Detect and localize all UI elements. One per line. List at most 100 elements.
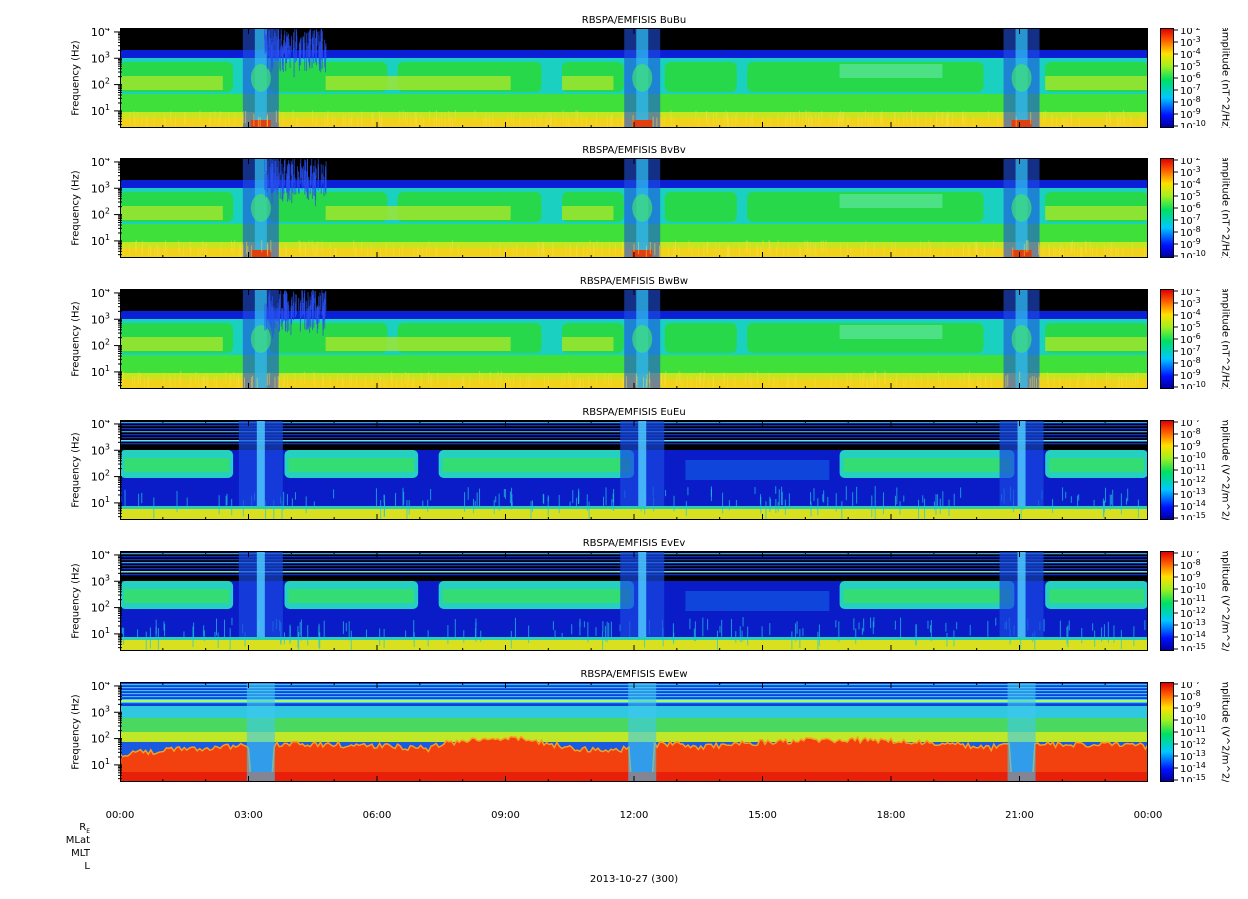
y-axis-label: Frequency (Hz) [66, 551, 86, 651]
y-axis-label-text: Frequency (Hz) [70, 301, 82, 377]
colorbar-label: mplitude (V^2/m^2/I [1216, 551, 1234, 651]
x-tick-label: 21:00 [1005, 810, 1034, 821]
y-axis-label: Frequency (Hz) [66, 289, 86, 389]
ephemeris-label-main: L [84, 861, 90, 872]
y-tick-label: 101 [91, 626, 110, 641]
colorbar [1160, 551, 1174, 651]
panel-title: RBSPA/EMFISIS BuBu [581, 15, 687, 26]
x-tick-label: 15:00 [748, 810, 777, 821]
x-axis: 00:00 03:00 06:00 09:00 12:00 15:00 18:00 21:00… [100, 806, 1180, 826]
y-axis: 101 102 103 104 [84, 28, 122, 128]
panel: RBSPA/EMFISIS BwBw Frequency (Hz) 101 102 10… [0, 275, 1248, 395]
y-axis-label: Frequency (Hz) [66, 682, 86, 782]
y-tick-label: 102 [91, 338, 110, 353]
y-tick-label: 104 [91, 289, 110, 300]
y-axis-label-text: Frequency (Hz) [70, 563, 82, 639]
y-axis-label: Frequency (Hz) [66, 420, 86, 520]
y-tick-label: 101 [91, 757, 110, 772]
colorbar-label-text: amplitude (nT^2/Hz) [1219, 289, 1231, 389]
y-tick-label: 104 [91, 28, 110, 39]
panel-title: RBSPA/EMFISIS EvEv [582, 538, 686, 549]
ephemeris-label: RE [30, 822, 90, 838]
spectrogram [120, 682, 1148, 782]
y-tick-label: 103 [91, 704, 110, 719]
colorbar-label-text: mplitude (V^2/m^2/I [1219, 682, 1231, 782]
colorbar [1160, 28, 1174, 128]
ephemeris-label: L [30, 861, 90, 873]
x-tick-label: 18:00 [877, 810, 906, 821]
panel-title: RBSPA/EMFISIS BwBw [579, 276, 689, 287]
colorbar-label-text: mplitude (V^2/m^2/I [1219, 420, 1231, 520]
spectrogram-image [120, 682, 1148, 782]
x-tick-label: 06:00 [363, 810, 392, 821]
panel-title: RBSPA/EMFISIS BvBv [582, 145, 686, 156]
panel-title: RBSPA/EMFISIS EuEu [582, 407, 686, 418]
date-label: 2013-10-27 (300) [589, 874, 679, 885]
colorbar-label: amplitude (nT^2/Hz) [1216, 289, 1234, 389]
x-tick-label: 09:00 [491, 810, 520, 821]
colorbar-ticks: 10-710-810-910-1010-1110-1210-1310-1410-… [1174, 415, 1224, 525]
panel: RBSPA/EMFISIS EvEv Frequency (Hz) 101 102 10… [0, 537, 1248, 657]
y-axis: 101 102 103 104 [84, 420, 122, 520]
panel: RBSPA/EMFISIS EwEw Frequency (Hz) 101 102 10… [0, 668, 1248, 788]
panel: RBSPA/EMFISIS EuEu Frequency (Hz) 101 102 10… [0, 406, 1248, 526]
y-tick-label: 103 [91, 180, 110, 195]
x-tick-label: 12:00 [620, 810, 649, 821]
y-tick-label: 104 [91, 158, 110, 169]
y-tick-label: 104 [91, 420, 110, 431]
y-axis-label-text: Frequency (Hz) [70, 694, 82, 770]
y-tick-label: 101 [91, 233, 110, 248]
y-tick-label: 101 [91, 364, 110, 379]
y-axis: 101 102 103 104 [84, 289, 122, 389]
y-axis: 101 102 103 104 [84, 551, 122, 651]
y-axis: 101 102 103 104 [84, 682, 122, 782]
colorbar-label-text: amplitude (nT^2/Hz) [1219, 28, 1231, 128]
y-tick-label: 102 [91, 731, 110, 746]
y-tick-label: 102 [91, 77, 110, 92]
colorbar [1160, 420, 1174, 520]
spectrogram-image [120, 551, 1148, 651]
y-axis-label-text: Frequency (Hz) [70, 170, 82, 246]
y-tick-label: 101 [91, 103, 110, 118]
x-tick-label: 03:00 [234, 810, 263, 821]
colorbar [1160, 289, 1174, 389]
ephemeris-label-main: R [79, 822, 87, 833]
y-axis-label: Frequency (Hz) [66, 158, 86, 258]
spectrogram [120, 551, 1148, 651]
y-axis: 101 102 103 104 [84, 158, 122, 258]
y-tick-label: 104 [91, 682, 110, 693]
ephemeris-label: MLT [30, 848, 90, 860]
y-tick-label: 102 [91, 600, 110, 615]
colorbar-label: amplitude (nT^2/Hz) [1216, 28, 1234, 128]
y-axis-label-text: Frequency (Hz) [70, 432, 82, 508]
y-tick-label: 104 [91, 551, 110, 562]
colorbar-label-text: amplitude (nT^2/Hz) [1219, 158, 1231, 258]
x-tick-label: 00:00 [106, 810, 135, 821]
spectrogram [120, 28, 1148, 128]
panel-title: RBSPA/EMFISIS EwEw [580, 669, 688, 680]
colorbar [1160, 158, 1174, 258]
panel: RBSPA/EMFISIS BuBu Frequency (Hz) 101 102 10… [0, 14, 1248, 134]
y-tick-label: 101 [91, 495, 110, 510]
spectrogram [120, 289, 1148, 389]
spectrogram [120, 420, 1148, 520]
y-tick-label: 102 [91, 207, 110, 222]
colorbar [1160, 682, 1174, 782]
ephemeris-label: MLat [30, 835, 90, 847]
colorbar-ticks: 10-210-310-410-510-610-710-810-910-10 [1174, 23, 1224, 133]
colorbar-label: mplitude (V^2/m^2/I [1216, 682, 1234, 782]
y-tick-label: 103 [91, 573, 110, 588]
spectrogram [120, 158, 1148, 258]
y-tick-label: 103 [91, 50, 110, 65]
ephemeris-label-main: MLat [65, 835, 90, 846]
colorbar-label: amplitude (nT^2/Hz) [1216, 158, 1234, 258]
colorbar-label-text: mplitude (V^2/m^2/I [1219, 551, 1231, 651]
spectrogram-image [120, 158, 1148, 258]
y-axis-label-text: Frequency (Hz) [70, 40, 82, 116]
panel: RBSPA/EMFISIS BvBv Frequency (Hz) 101 102 10… [0, 144, 1248, 264]
y-tick-label: 103 [91, 442, 110, 457]
spectrogram-image [120, 28, 1148, 128]
spectrogram-image [120, 420, 1148, 520]
y-tick-label: 103 [91, 311, 110, 326]
colorbar-label: mplitude (V^2/m^2/I [1216, 420, 1234, 520]
